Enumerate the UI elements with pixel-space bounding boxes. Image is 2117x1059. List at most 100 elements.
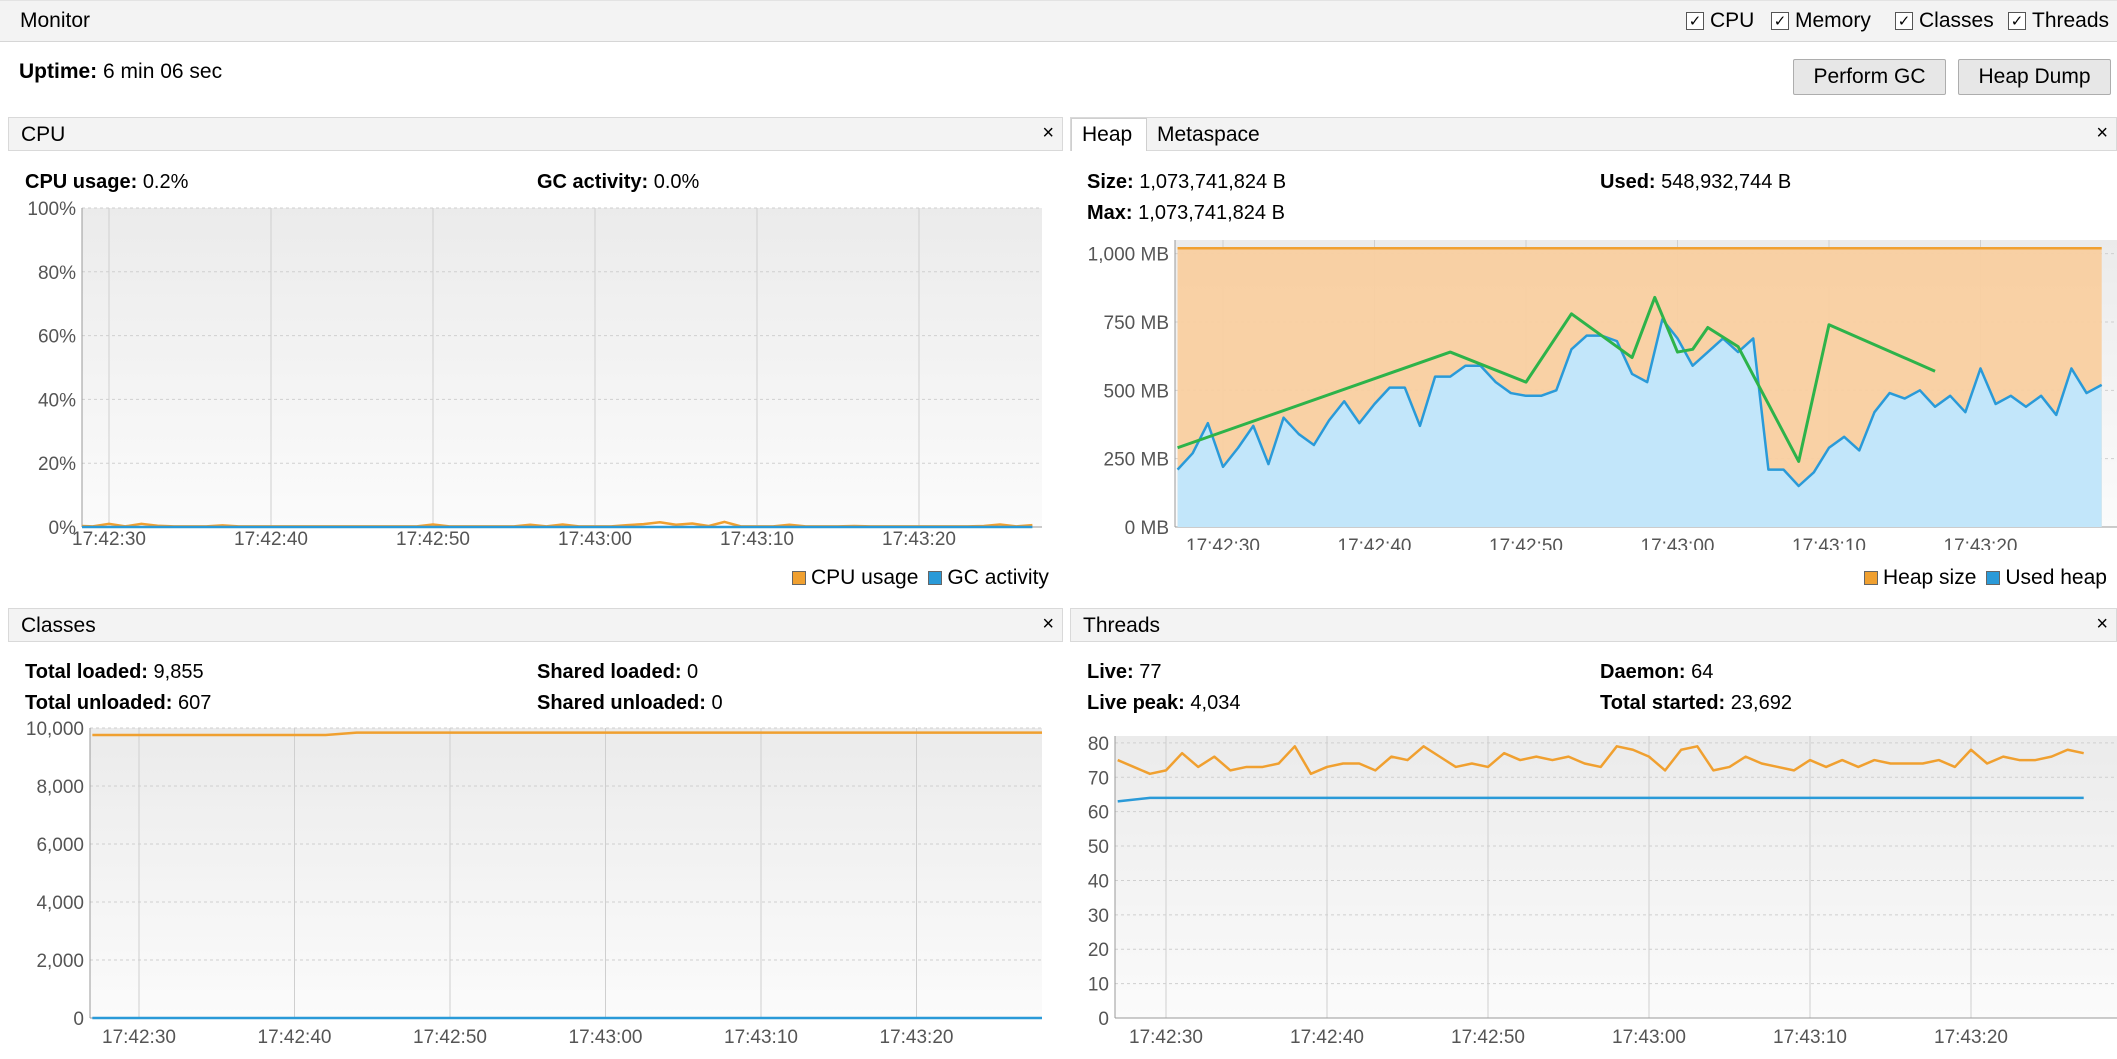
threads-panel-header: Threads × [1070,608,2117,642]
heap-size-value: 1,073,741,824 B [1139,171,1287,193]
cpu-panel-title: CPU [21,123,66,146]
x-tick-label: 17:42:30 [1129,1027,1203,1048]
threads-checkbox-label: Threads [2032,9,2110,32]
gc-activity-value: 0.0% [653,171,700,193]
total-started-stat: Total started: 23,692 [1600,692,1792,715]
y-tick-label: 20 [1088,940,1109,961]
plot-area [1115,736,2117,1018]
heap-size-label: Size: [1087,171,1134,193]
threads-chart: 80 70 60 50 40 30 20 10 0 17:42:30 17:42:40 17:42:5… [1088,734,2117,1048]
tab-heap[interactable]: Heap [1071,118,1147,151]
cpu-chart: 100% 80% 60% 40% 20% 0%17:42:30 17:42:40 17:42:… [27,200,1042,550]
x-tick-label: 17:43:20 [1944,536,2018,550]
classes-checkbox-label: Classes [1919,9,1994,32]
y-tick-label: 60% [38,327,76,348]
x-tick-label: 17:42:30 [72,529,146,550]
uptime: Uptime: 6 min 06 sec [19,60,222,84]
x-tick-label: 17:43:20 [882,529,956,550]
shared-unloaded-stat: Shared unloaded: 0 [537,692,723,715]
x-tick-label: 17:43:10 [720,529,794,550]
total-loaded-value: 9,855 [153,661,204,683]
total-unloaded-stat: Total unloaded: 607 [25,692,211,715]
gc-activity-stat: GC activity: 0.0% [537,171,699,194]
y-tick-label: 80 [1088,734,1109,755]
close-icon[interactable]: × [2096,122,2108,144]
cpu-checkbox[interactable]: ✓ CPU [1686,9,1754,33]
heap-used-stat: Used: 548,932,744 B [1600,171,1791,194]
y-tick-label: 8,000 [36,777,84,798]
cpu-panel-header: CPU × [8,117,1063,151]
y-tick-label: 80% [38,263,76,284]
shared-unloaded-label: Shared unloaded: [537,692,706,714]
checkmark-icon: ✓ [1895,12,1913,30]
heap-legend: Heap size Used heap [1854,566,2107,590]
memory-checkbox-label: Memory [1795,9,1871,32]
y-tick-label: 50 [1088,837,1109,858]
classes-panel-header: Classes × [8,608,1063,642]
y-tick-label: 40% [38,390,76,411]
y-tick-label: 4,000 [36,893,84,914]
y-tick-label: 10,000 [26,720,84,740]
uptime-value: 6 min 06 sec [103,60,223,83]
y-tick-label: 10 [1088,975,1109,996]
x-tick-label: 17:43:00 [569,1027,643,1048]
used-heap-line [1176,318,2103,488]
y-tick-label: 6,000 [36,835,84,856]
legend-cpu-usage: CPU usage [811,566,919,589]
total-loaded-stat: Total loaded: 9,855 [25,661,204,684]
y-tick-label: 100% [27,200,76,220]
y-tick-label: 0 [1098,1009,1109,1030]
x-tick-label: 17:42:40 [1290,1027,1364,1048]
classes-chart: 10,000 8,000 6,000 4,000 2,000 0 17:42:30 17:42… [26,720,1042,1048]
plot-area [82,208,1042,527]
checkmark-icon: ✓ [1686,12,1704,30]
live-peak-stat: Live peak: 4,034 [1087,692,1240,715]
classes-checkbox[interactable]: ✓ Classes [1895,9,1994,33]
x-tick-label: 17:42:50 [396,529,470,550]
shared-loaded-value: 0 [687,661,699,683]
shared-unloaded-value: 0 [711,692,723,714]
heap-used-value: 548,932,744 B [1661,171,1792,193]
close-icon[interactable]: × [2096,613,2108,635]
legend-gc-activity: GC activity [947,566,1049,589]
legend-swatch-heap-size [1864,571,1878,585]
y-tick-label: 20% [38,454,76,475]
x-tick-label: 17:42:30 [102,1027,176,1048]
cpu-usage-label: CPU usage: [25,171,138,193]
x-tick-label: 17:42:50 [1451,1027,1525,1048]
perform-gc-button[interactable]: Perform GC [1793,59,1946,95]
y-tick-label: 60 [1088,803,1109,824]
live-threads-label: Live: [1087,661,1134,683]
x-tick-label: 17:42:30 [1186,536,1260,550]
threads-checkbox[interactable]: ✓ Threads [2008,9,2109,33]
heap-dump-button[interactable]: Heap Dump [1958,59,2111,95]
uptime-label: Uptime: [19,60,98,83]
heap-panel-header: Heap Metaspace × [1070,117,2117,151]
y-tick-label: 0 MB [1125,518,1169,539]
heap-chart: 1,000 MB 750 MB 500 MB 250 MB 0 MB 17:42:30 17… [1088,240,2117,550]
gc-activity-label: GC activity: [537,171,649,193]
total-loaded-label: Total loaded: [25,661,148,683]
heap-size-stat: Size: 1,073,741,824 B [1087,171,1286,194]
live-threads-value: 77 [1139,661,1162,683]
x-tick-label: 17:42:40 [234,529,308,550]
daemon-threads-line [1117,796,2084,803]
x-tick-label: 17:42:40 [258,1027,332,1048]
y-tick-label: 40 [1088,871,1109,892]
memory-checkbox[interactable]: ✓ Memory [1771,9,1871,33]
live-threads-line [1117,745,2084,776]
checkmark-icon: ✓ [1771,12,1789,30]
heap-used-label: Used: [1600,171,1656,193]
tab-metaspace[interactable]: Metaspace [1157,122,1260,146]
live-threads-stat: Live: 77 [1087,661,1162,684]
y-tick-label: 30 [1088,906,1109,927]
legend-heap-size: Heap size [1883,566,1977,589]
classes-panel-title: Classes [21,614,96,637]
x-tick-label: 17:42:40 [1338,536,1412,550]
y-tick-label: 2,000 [36,951,84,972]
monitor-header: Monitor ✓ CPU ✓ Memory ✓ Classes ✓ Threa… [0,0,2117,42]
y-tick-label: 500 MB [1104,381,1169,402]
close-icon[interactable]: × [1042,613,1054,635]
y-tick-label: 1,000 MB [1088,245,1169,266]
close-icon[interactable]: × [1042,122,1054,144]
